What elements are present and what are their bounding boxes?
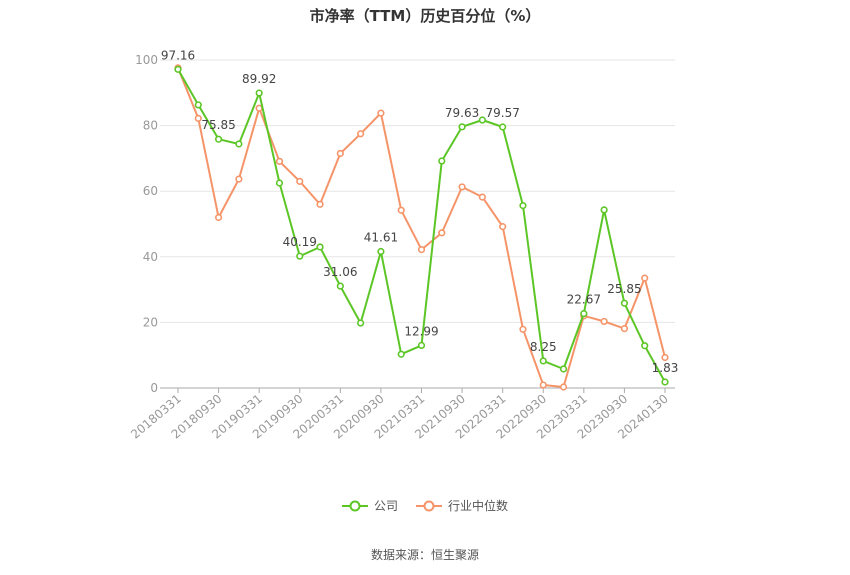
point-company — [499, 123, 507, 131]
point-company — [397, 350, 405, 358]
point-industry — [519, 325, 527, 333]
point-industry — [478, 193, 486, 201]
data-label: 8.25 — [530, 340, 557, 354]
point-industry — [641, 274, 649, 282]
point-company — [661, 378, 669, 386]
point-company — [539, 357, 547, 365]
point-industry — [194, 114, 202, 122]
point-industry — [661, 353, 669, 362]
data-label: 1.83 — [652, 361, 679, 375]
point-company — [438, 157, 446, 165]
legend-company-label: 公司 — [373, 499, 398, 513]
point-company — [559, 365, 568, 373]
point-company — [641, 342, 649, 350]
label-layer: 97.16 75.85 89.92 40.19 31.06 41.61 12.99 79.63… — [161, 48, 679, 375]
point-industry — [357, 130, 365, 138]
point-industry — [214, 213, 223, 222]
y-tick-label: 20 — [143, 315, 158, 329]
point-industry — [255, 104, 263, 112]
data-label: 89.92 — [242, 72, 276, 86]
legend-industry-marker-icon — [416, 500, 442, 511]
point-industry — [377, 109, 385, 117]
data-label: 79.63 — [445, 106, 479, 120]
data-label: 22.67 — [567, 293, 601, 307]
axis-layer: 0204060801002018033120180930201903312019… — [128, 53, 675, 442]
legend-industry-label: 行业中位数 — [448, 499, 509, 513]
data-label: 41.61 — [364, 231, 398, 245]
point-company — [255, 89, 263, 97]
legend-company-dot — [349, 500, 361, 511]
series-layer — [174, 64, 669, 391]
point-industry — [316, 200, 324, 208]
point-company — [357, 319, 365, 327]
point-industry — [438, 229, 446, 237]
point-company — [235, 140, 243, 148]
point-company — [296, 252, 304, 260]
chart-title: 市净率（TTM）历史百分位（%） — [309, 7, 541, 25]
point-industry — [600, 317, 608, 326]
y-tick-label: 100 — [135, 53, 158, 67]
legend-item-industry[interactable]: 行业中位数 — [416, 497, 508, 514]
point-industry — [539, 381, 547, 389]
point-industry — [275, 157, 284, 165]
legend: 公司 行业中位数 — [0, 497, 850, 514]
y-tick-label: 0 — [150, 381, 158, 395]
data-label: 12.99 — [404, 324, 438, 338]
point-industry — [235, 175, 243, 183]
point-company — [194, 101, 202, 109]
point-company — [458, 123, 466, 131]
point-company — [620, 299, 629, 307]
data-label: 40.19 — [283, 235, 317, 249]
legend-industry-dot — [423, 500, 435, 511]
point-industry — [296, 177, 304, 185]
point-industry — [336, 149, 344, 158]
point-industry — [499, 223, 507, 231]
point-company — [417, 341, 426, 349]
data-label: 79.57 — [485, 106, 519, 120]
y-tick-label: 40 — [143, 250, 158, 264]
point-industry — [397, 206, 405, 214]
point-industry — [417, 245, 426, 254]
point-industry — [458, 183, 466, 191]
point-company — [336, 282, 344, 290]
point-industry — [559, 383, 568, 391]
legend-company-marker-icon — [341, 500, 368, 511]
source-note: 数据来源：恒生聚源 — [370, 548, 479, 562]
point-industry — [620, 325, 629, 333]
grid-layer — [160, 59, 675, 323]
point-company — [174, 65, 182, 73]
data-label: 97.16 — [161, 48, 195, 62]
point-company — [478, 116, 486, 124]
point-company — [600, 206, 608, 214]
point-company — [316, 243, 324, 251]
point-company — [275, 179, 284, 187]
legend-item-company[interactable]: 公司 — [341, 497, 398, 514]
point-company — [519, 202, 527, 210]
data-label: 31.06 — [323, 265, 357, 279]
data-label: 75.85 — [201, 118, 235, 132]
y-tick-label: 60 — [143, 184, 158, 198]
y-tick-label: 80 — [143, 119, 158, 133]
point-company — [214, 135, 223, 143]
data-label: 25.85 — [607, 282, 641, 296]
point-company — [377, 247, 385, 256]
point-company — [580, 310, 588, 318]
